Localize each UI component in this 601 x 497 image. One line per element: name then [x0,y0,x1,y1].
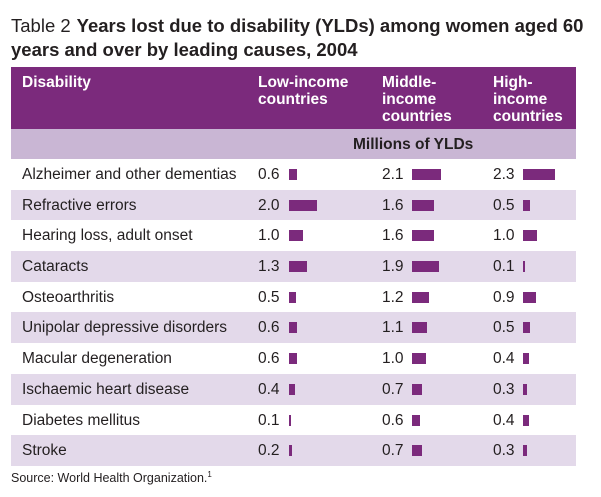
high-income-value: 0.1 [493,258,515,276]
low-income-value: 0.1 [258,411,280,429]
middle-income-value: 0.7 [382,442,404,460]
low-income-bar [289,261,308,273]
high-income-bar [523,414,529,426]
high-income-bar [523,261,525,273]
cause-label: Macular degeneration [22,350,172,368]
low-income-bar [289,414,291,426]
cause-label: Hearing loss, adult onset [22,227,193,245]
table-number: Table 2 [11,15,71,36]
middle-income-value: 0.6 [382,411,404,429]
cause-label: Cataracts [22,258,89,276]
low-income-bar [289,199,317,211]
low-income-value: 1.3 [258,258,280,276]
table-title-text: Years lost due to disability (YLDs) amon… [11,15,584,60]
high-income-value: 0.4 [493,350,515,368]
low-income-bar [289,230,303,242]
cause-label: Osteoarthritis [22,288,115,306]
low-income-value: 0.6 [258,319,280,337]
middle-income-value: 2.1 [382,166,404,183]
table-row: Alzheimer and other dementias 0.6 2.1 2.3 [11,159,576,190]
high-income-value: 0.5 [493,319,515,337]
high-income-value: 0.3 [493,380,515,398]
header-high-income: High-income countries [493,74,563,125]
cause-label: Diabetes mellitus [22,411,141,429]
high-income-bar [523,291,536,303]
low-income-value: 0.2 [258,442,280,460]
middle-income-value: 1.6 [382,227,404,245]
table-row: Refractive errors 2.0 1.6 0.5 [11,189,576,221]
data-table: Disability Low-income countries Middle-i… [11,67,576,466]
table-row: Macular degeneration 0.6 1.0 0.4 [11,343,576,374]
header-middle-income: Middle-income countries [382,74,452,125]
header-disability: Disability [22,74,91,91]
middle-income-value: 1.0 [382,350,404,368]
table-row: Stroke 0.2 0.7 0.3 [11,435,576,466]
middle-income-value: 1.9 [382,258,404,276]
high-income-bar [523,230,537,242]
high-income-value: 0.9 [493,288,515,306]
low-income-bar [289,169,298,180]
middle-income-bar [412,291,429,303]
high-income-bar [523,169,556,180]
middle-income-bar [412,199,435,211]
high-income-value: 0.3 [493,442,515,460]
units-label: Millions of YLDs [353,136,474,153]
middle-income-bar [412,445,422,457]
source-note: Source: World Health Organization.1 [11,470,212,485]
table-row: Osteoarthritis 0.5 1.2 0.9 [11,282,576,313]
table-header: Disability Low-income countries Middle-i… [11,67,576,129]
low-income-bar [289,383,295,395]
high-income-value: 0.5 [493,196,515,214]
low-income-value: 0.6 [258,166,280,183]
low-income-bar [289,291,296,303]
middle-income-bar [412,353,426,365]
middle-income-bar [412,261,439,273]
low-income-value: 0.6 [258,350,280,368]
middle-income-bar [412,414,421,426]
middle-income-value: 1.2 [382,288,404,306]
cause-label: Alzheimer and other dementias [22,166,237,183]
cause-label: Refractive errors [22,196,137,214]
cause-label: Stroke [22,442,67,460]
high-income-bar [523,383,528,395]
high-income-bar [523,322,530,334]
table-row: Diabetes mellitus 0.1 0.6 0.4 [11,405,576,436]
table-row: Ischaemic heart disease 0.4 0.7 0.3 [11,373,576,405]
header-low-income: Low-income countries [258,74,349,108]
middle-income-bar [412,230,435,242]
low-income-value: 2.0 [258,196,280,214]
cause-label: Ischaemic heart disease [22,380,190,398]
low-income-value: 0.4 [258,380,280,398]
table-row: Unipolar depressive disorders 0.6 1.1 0.5 [11,312,576,344]
units-subheader: Millions of YLDs [11,129,576,159]
table-row: Cataracts 1.3 1.9 0.1 [11,251,576,282]
middle-income-value: 0.7 [382,380,404,398]
middle-income-value: 1.6 [382,196,404,214]
middle-income-bar [412,322,428,334]
high-income-bar [523,353,529,365]
high-income-value: 2.3 [493,166,515,183]
table-title: Table 2 Years lost due to disability (YLD… [11,14,596,62]
high-income-value: 1.0 [493,227,515,245]
middle-income-bar [412,383,422,395]
middle-income-value: 1.1 [382,319,404,337]
high-income-bar [523,445,528,457]
middle-income-bar [412,169,442,180]
high-income-bar [523,199,530,211]
high-income-value: 0.4 [493,411,515,429]
table-row: Hearing loss, adult onset 1.0 1.6 1.0 [11,220,576,251]
source-reference: 1 [207,470,212,479]
table-body: Alzheimer and other dementias 0.6 2.1 2.3 Re… [11,159,576,466]
low-income-bar [289,322,298,334]
low-income-bar [289,353,298,365]
source-text: Source: World Health Organization. [11,471,208,486]
low-income-value: 0.5 [258,288,280,306]
low-income-bar [289,445,292,457]
low-income-value: 1.0 [258,227,280,245]
cause-label: Unipolar depressive disorders [22,319,228,337]
